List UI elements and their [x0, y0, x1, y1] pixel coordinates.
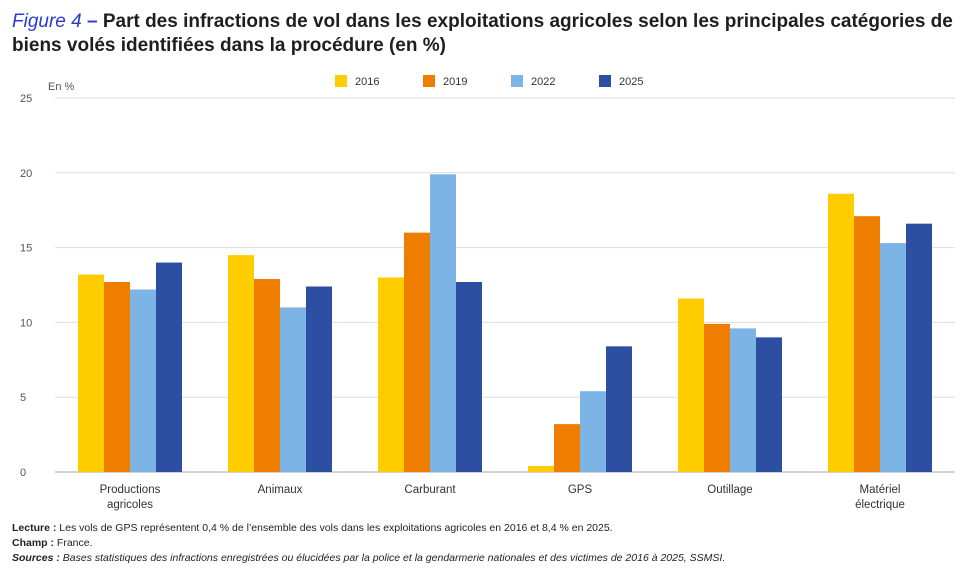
- category-label: Carburant: [404, 484, 456, 496]
- bar-2019: [554, 424, 580, 472]
- bar-2016: [678, 298, 704, 472]
- bar-2025: [456, 282, 482, 472]
- lecture-note: Lecture : Les vols de GPS représentent 0…: [12, 521, 957, 536]
- legend-label-2022: 2022: [531, 76, 555, 88]
- bar-2016: [828, 193, 854, 472]
- bar-2019: [704, 323, 730, 472]
- bar-2025: [156, 262, 182, 472]
- bar-2022: [880, 243, 906, 472]
- legend-label-2019: 2019: [443, 76, 467, 88]
- bar-2016: [78, 274, 104, 472]
- bar-2019: [404, 232, 430, 472]
- bar-2016: [228, 255, 254, 472]
- bar-2022: [280, 307, 306, 472]
- bar-2022: [430, 174, 456, 472]
- bar-2016: [378, 277, 404, 472]
- chart-title: Figure 4 – Part des infractions de vol d…: [12, 10, 957, 58]
- bar-2025: [756, 337, 782, 472]
- category-label: Outillage: [707, 484, 752, 496]
- title-text: Part des infractions de vol dans les exp…: [12, 11, 953, 56]
- bar-2025: [306, 286, 332, 472]
- y-tick-label: 25: [20, 93, 32, 105]
- bar-2019: [104, 282, 130, 472]
- bar-2016: [528, 466, 554, 472]
- legend-swatch-2016: [335, 75, 347, 87]
- legend-swatch-2022: [511, 75, 523, 87]
- y-tick-label: 5: [20, 392, 26, 404]
- lecture-text: Les vols de GPS représentent 0,4 % de l’…: [56, 522, 613, 534]
- bar-2022: [130, 289, 156, 472]
- y-tick-label: 15: [20, 243, 32, 255]
- bar-2025: [606, 346, 632, 472]
- legend-swatch-2019: [423, 75, 435, 87]
- bar-2025: [906, 223, 932, 472]
- legend-swatch-2025: [599, 75, 611, 87]
- bar-2022: [580, 391, 606, 472]
- y-unit-label: En %: [48, 81, 75, 93]
- y-tick-label: 0: [20, 467, 26, 479]
- category-label: Animaux: [258, 484, 303, 496]
- title-dash: –: [81, 11, 103, 32]
- champ-text: France.: [54, 537, 93, 549]
- sources-key: Sources :: [12, 552, 60, 564]
- category-label: GPS: [568, 484, 593, 496]
- champ-key: Champ :: [12, 537, 54, 549]
- bar-2019: [254, 279, 280, 472]
- champ-note: Champ : France.: [12, 536, 957, 551]
- category-label: Productions agricoles: [100, 484, 161, 511]
- chart-notes: Lecture : Les vols de GPS représentent 0…: [12, 521, 957, 566]
- legend-label-2016: 2016: [355, 76, 379, 88]
- lecture-key: Lecture :: [12, 522, 57, 534]
- bar-2019: [854, 216, 880, 472]
- bar-2022: [730, 328, 756, 472]
- category-label: Matériel électrique: [855, 484, 905, 511]
- y-tick-label: 10: [20, 317, 32, 329]
- legend-label-2025: 2025: [619, 76, 643, 88]
- y-tick-label: 20: [20, 168, 32, 180]
- figure-number: Figure 4: [12, 11, 82, 32]
- sources-note: Sources : Bases statistiques des infract…: [12, 551, 957, 566]
- sources-text: Bases statistiques des infractions enreg…: [59, 552, 726, 564]
